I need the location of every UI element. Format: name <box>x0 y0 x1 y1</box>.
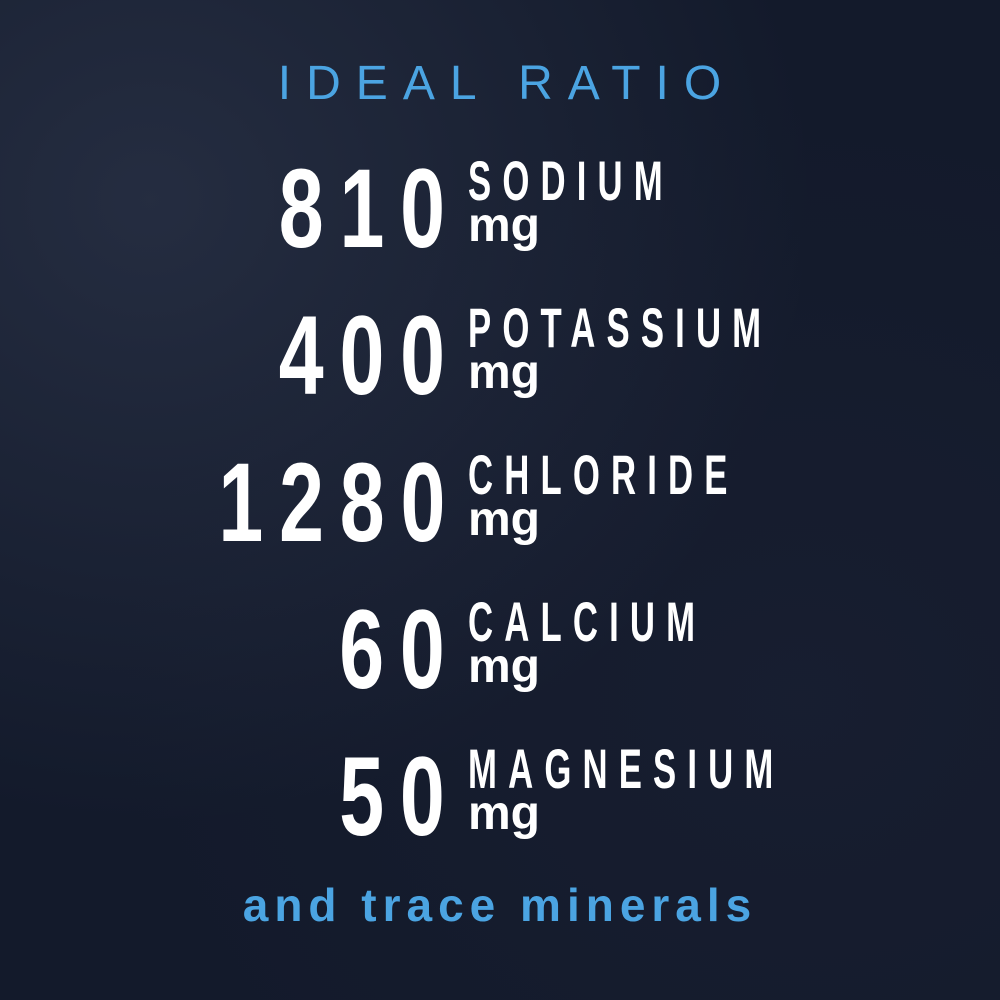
mineral-row-magnesium: 50 MAGNESIUM mg <box>0 734 1000 859</box>
heading-ideal-ratio: IDEAL RATIO <box>277 57 737 110</box>
mineral-name: SODIUM <box>468 149 674 212</box>
footer-trace-minerals: and trace minerals <box>242 879 758 931</box>
mineral-amount: 50 <box>339 734 461 859</box>
mineral-amount: 400 <box>278 293 461 418</box>
mineral-name: CALCIUM <box>468 590 707 653</box>
mineral-name: CHLORIDE <box>468 443 739 506</box>
mineral-unit: mg <box>468 346 540 399</box>
mineral-unit: mg <box>468 787 540 840</box>
mineral-row-chloride: 1280 CHLORIDE mg <box>0 440 1000 565</box>
mineral-row-calcium: 60 CALCIUM mg <box>0 587 1000 712</box>
mineral-amount: 60 <box>339 587 461 712</box>
mineral-unit: mg <box>468 493 540 546</box>
mineral-row-sodium: 810 SODIUM mg <box>0 146 1000 271</box>
mineral-name: MAGNESIUM <box>468 737 785 800</box>
mineral-unit: mg <box>468 640 540 693</box>
mineral-amount: 1280 <box>218 440 461 565</box>
mineral-amount: 810 <box>278 146 461 271</box>
mineral-name: POTASSIUM <box>468 296 773 359</box>
mineral-row-potassium: 400 POTASSIUM mg <box>0 293 1000 418</box>
mineral-unit: mg <box>468 199 540 252</box>
